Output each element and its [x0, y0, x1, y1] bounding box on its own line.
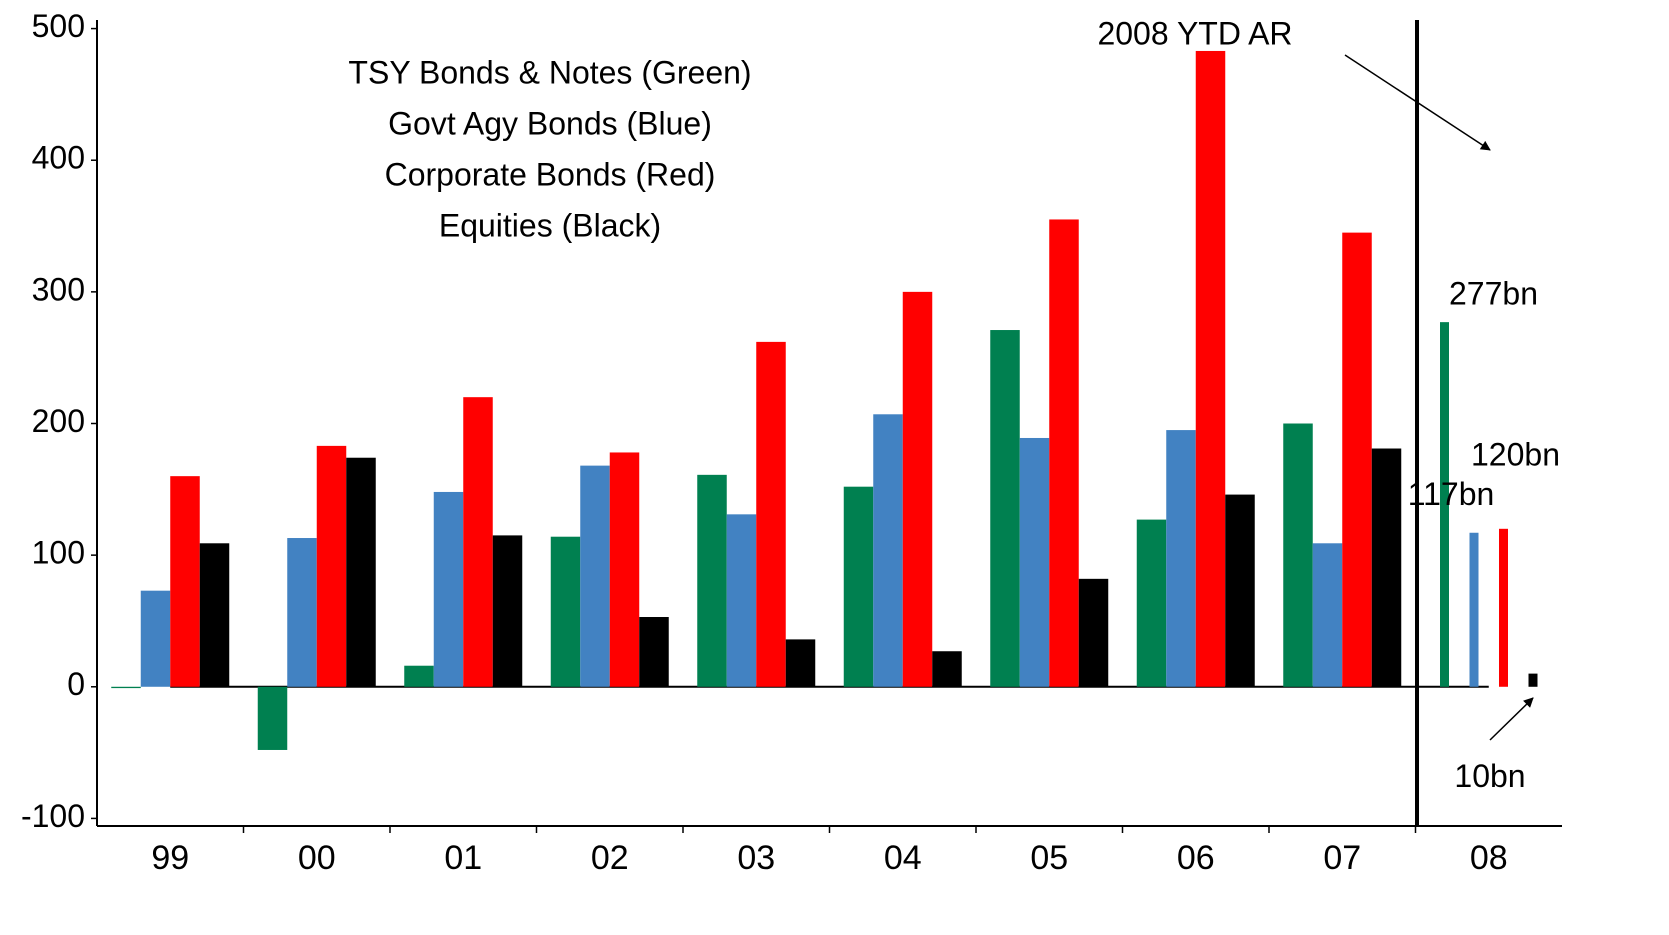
bar	[463, 397, 493, 687]
annotation-arrow	[1344, 54, 1491, 151]
legend-entry: TSY Bonds & Notes (Green)	[348, 54, 751, 90]
annotation-arrow	[1489, 697, 1534, 741]
bar	[756, 341, 786, 687]
x-tick-label: 00	[298, 839, 336, 877]
bar	[609, 452, 640, 687]
bar	[1469, 532, 1479, 687]
bar	[1528, 673, 1538, 687]
data-label: 277bn	[1449, 276, 1538, 312]
bar	[1049, 219, 1079, 687]
bar	[346, 457, 376, 687]
bar	[932, 651, 962, 687]
bar	[1136, 519, 1167, 687]
y-tick-label: 500	[32, 8, 85, 44]
bar	[492, 535, 523, 687]
bar	[580, 465, 610, 687]
y-tick-label: 100	[32, 535, 85, 571]
x-tick-label: 06	[1177, 839, 1215, 877]
bar	[1342, 232, 1372, 687]
bar	[639, 617, 669, 687]
x-tick-label: 03	[737, 839, 775, 877]
bar	[1225, 494, 1255, 687]
y-tick-label: 300	[32, 271, 85, 307]
annotation: 2008 YTD AR	[1097, 15, 1292, 51]
bar	[1283, 423, 1313, 687]
bar	[257, 686, 288, 750]
bar	[697, 474, 727, 687]
bar	[1195, 50, 1226, 687]
bar	[843, 486, 874, 687]
bar	[1078, 578, 1109, 687]
bar	[1312, 543, 1343, 687]
x-tick-label: 99	[151, 839, 189, 877]
bar	[726, 514, 757, 687]
x-tick-label: 05	[1030, 839, 1068, 877]
bar	[1499, 528, 1508, 687]
bar	[1019, 437, 1050, 687]
bar	[404, 665, 434, 687]
bar	[1440, 322, 1449, 687]
x-tick-label: 07	[1323, 839, 1361, 877]
bar	[287, 538, 317, 687]
x-tick-label: 04	[884, 839, 922, 877]
bar	[990, 330, 1020, 687]
y-tick-label: 200	[32, 403, 85, 439]
bar	[170, 476, 200, 687]
y-tick-label: 400	[32, 140, 85, 176]
bar	[873, 414, 903, 687]
x-tick-label: 08	[1470, 839, 1508, 877]
legend-entry: Corporate Bonds (Red)	[385, 156, 716, 192]
bar	[902, 291, 933, 687]
bar	[785, 639, 816, 687]
legend-entry: Govt Agy Bonds (Blue)	[388, 105, 712, 141]
data-label: 117bn	[1408, 476, 1495, 512]
bar	[550, 536, 581, 687]
bar	[111, 686, 141, 689]
bar	[1371, 448, 1402, 687]
y-tick-label: 0	[67, 666, 85, 702]
x-tick-label: 01	[444, 839, 482, 877]
y-tick-label: -100	[21, 798, 85, 834]
bar	[1166, 430, 1196, 687]
bar	[199, 543, 230, 687]
bar	[316, 445, 347, 687]
bar	[140, 590, 171, 687]
data-label: 10bn	[1454, 758, 1525, 794]
bar	[433, 491, 464, 687]
x-tick-label: 02	[591, 839, 629, 877]
data-label: 120bn	[1471, 436, 1560, 472]
legend-entry: Equities (Black)	[439, 207, 661, 243]
